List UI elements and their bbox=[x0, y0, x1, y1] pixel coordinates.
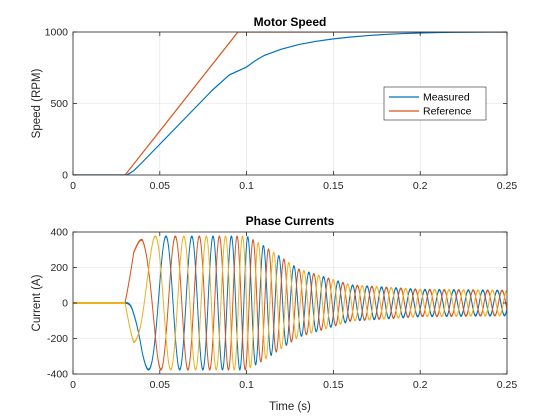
x-tick-label: 0 bbox=[70, 180, 76, 192]
x-tick-label: 0 bbox=[70, 379, 76, 391]
x-tick-label: 0.05 bbox=[150, 180, 171, 192]
current-y-axis-label: Current (A) bbox=[31, 274, 43, 331]
legend-label-reference: Reference bbox=[423, 106, 472, 118]
y-tick-label: 200 bbox=[50, 262, 68, 274]
current-chart-title: Phase Currents bbox=[246, 214, 335, 228]
y-tick-label: -200 bbox=[47, 333, 68, 345]
x-tick-label: 0.05 bbox=[150, 379, 171, 391]
x-tick-label: 0.1 bbox=[239, 379, 254, 391]
speed-legend: Measured Reference bbox=[383, 86, 487, 121]
current-series bbox=[73, 235, 507, 371]
y-tick-label: 1000 bbox=[45, 27, 69, 39]
x-tick-label: 0.25 bbox=[497, 180, 518, 192]
series-line-reference bbox=[73, 32, 507, 175]
x-tick-label: 0.25 bbox=[497, 379, 518, 391]
current-chart: 0 0.05 0.1 0.15 0.2 0.25 -400 -200 0 200 400 Phase… bbox=[31, 214, 517, 413]
y-tick-label: 0 bbox=[62, 170, 68, 182]
phase-current-line-3 bbox=[73, 235, 507, 371]
x-tick-label: 0.15 bbox=[323, 180, 344, 192]
y-tick-label: 0 bbox=[62, 298, 68, 310]
current-x-axis-label: Time (s) bbox=[269, 401, 311, 413]
x-tick-label: 0.2 bbox=[413, 379, 428, 391]
x-tick-label: 0.1 bbox=[239, 180, 254, 192]
series-line-measured bbox=[73, 32, 507, 175]
x-tick-label: 0.15 bbox=[323, 379, 344, 391]
legend-box bbox=[383, 86, 487, 121]
speed-chart-title: Motor Speed bbox=[254, 15, 327, 29]
legend-label-measured: Measured bbox=[423, 92, 470, 104]
y-tick-label: 400 bbox=[50, 227, 68, 239]
phase-current-line-2 bbox=[73, 235, 507, 371]
speed-ticks: 0 0.05 0.1 0.15 0.2 0.25 0 500 1000 bbox=[45, 27, 518, 193]
y-tick-label: -400 bbox=[47, 369, 68, 381]
x-tick-label: 0.2 bbox=[413, 180, 428, 192]
speed-y-axis-label: Speed (RPM) bbox=[31, 69, 43, 139]
speed-series bbox=[73, 32, 507, 175]
y-tick-label: 500 bbox=[50, 98, 68, 110]
current-ticks: 0 0.05 0.1 0.15 0.2 0.25 -400 -200 0 200 400 bbox=[47, 227, 517, 392]
